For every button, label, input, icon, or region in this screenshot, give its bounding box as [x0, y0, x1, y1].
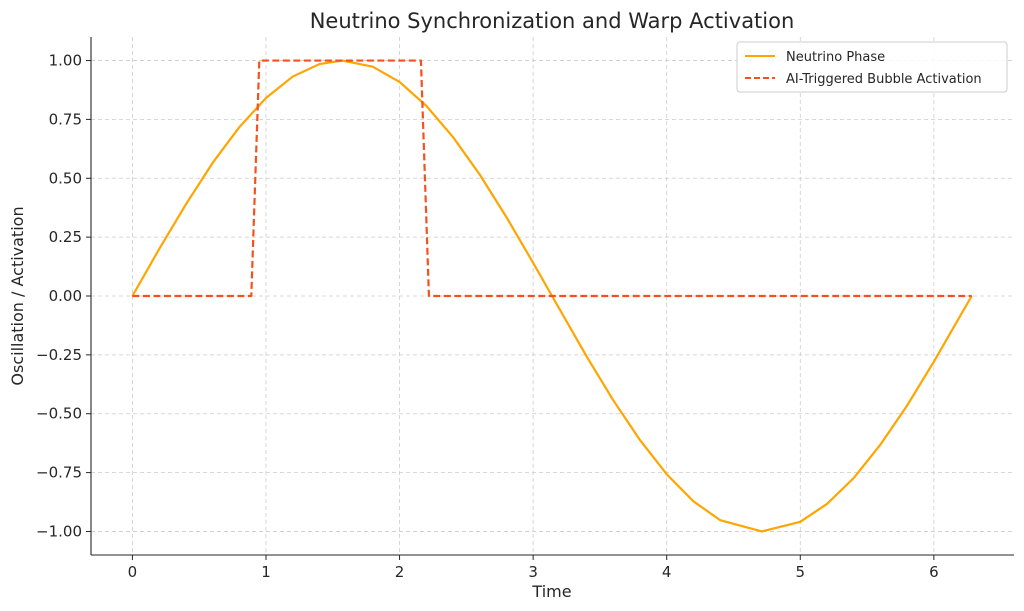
- x-tick-label: 2: [395, 563, 405, 581]
- x-axis-label: Time: [531, 582, 571, 601]
- y-tick-label: −0.75: [36, 464, 82, 482]
- y-axis-ticks: 1.00 0.75 0.50 0.25 0.00 −0.25 −0.50 −0.75 −1.00: [36, 52, 91, 540]
- x-tick-label: 3: [528, 563, 538, 581]
- chart-title: Neutrino Synchronization and Warp Activa…: [310, 9, 795, 33]
- legend-box: [736, 41, 1008, 93]
- legend: Neutrino Phase AI-Triggered Bubble Activ…: [736, 41, 1008, 93]
- series-layer: [131, 59, 973, 533]
- y-axis-label: Oscillation / Activation: [8, 206, 27, 385]
- y-tick-label: −0.25: [36, 346, 82, 364]
- y-tick-label: 1.00: [49, 52, 82, 70]
- x-axis-ticks: 0 1 2 3 4 5 6: [128, 555, 939, 581]
- y-tick-label: 0.00: [49, 287, 82, 305]
- y-tick-label: 0.25: [49, 228, 82, 246]
- x-tick-label: 6: [929, 563, 939, 581]
- x-tick-label: 0: [128, 563, 138, 581]
- x-tick-label: 1: [261, 563, 271, 581]
- series-line-ai-triggered-bubble-activation: [132, 59, 972, 298]
- legend-label-neutrino-phase: Neutrino Phase: [786, 50, 885, 65]
- y-tick-label: 0.75: [49, 110, 82, 128]
- y-tick-label: −0.50: [36, 405, 82, 423]
- y-tick-label: −1.00: [36, 522, 82, 540]
- series-line-neutrino-phase: [131, 59, 973, 533]
- legend-label-bubble-activation: AI-Triggered Bubble Activation: [786, 72, 982, 87]
- x-tick-label: 5: [796, 563, 806, 581]
- y-tick-label: 0.50: [49, 169, 82, 187]
- x-tick-label: 4: [662, 563, 672, 581]
